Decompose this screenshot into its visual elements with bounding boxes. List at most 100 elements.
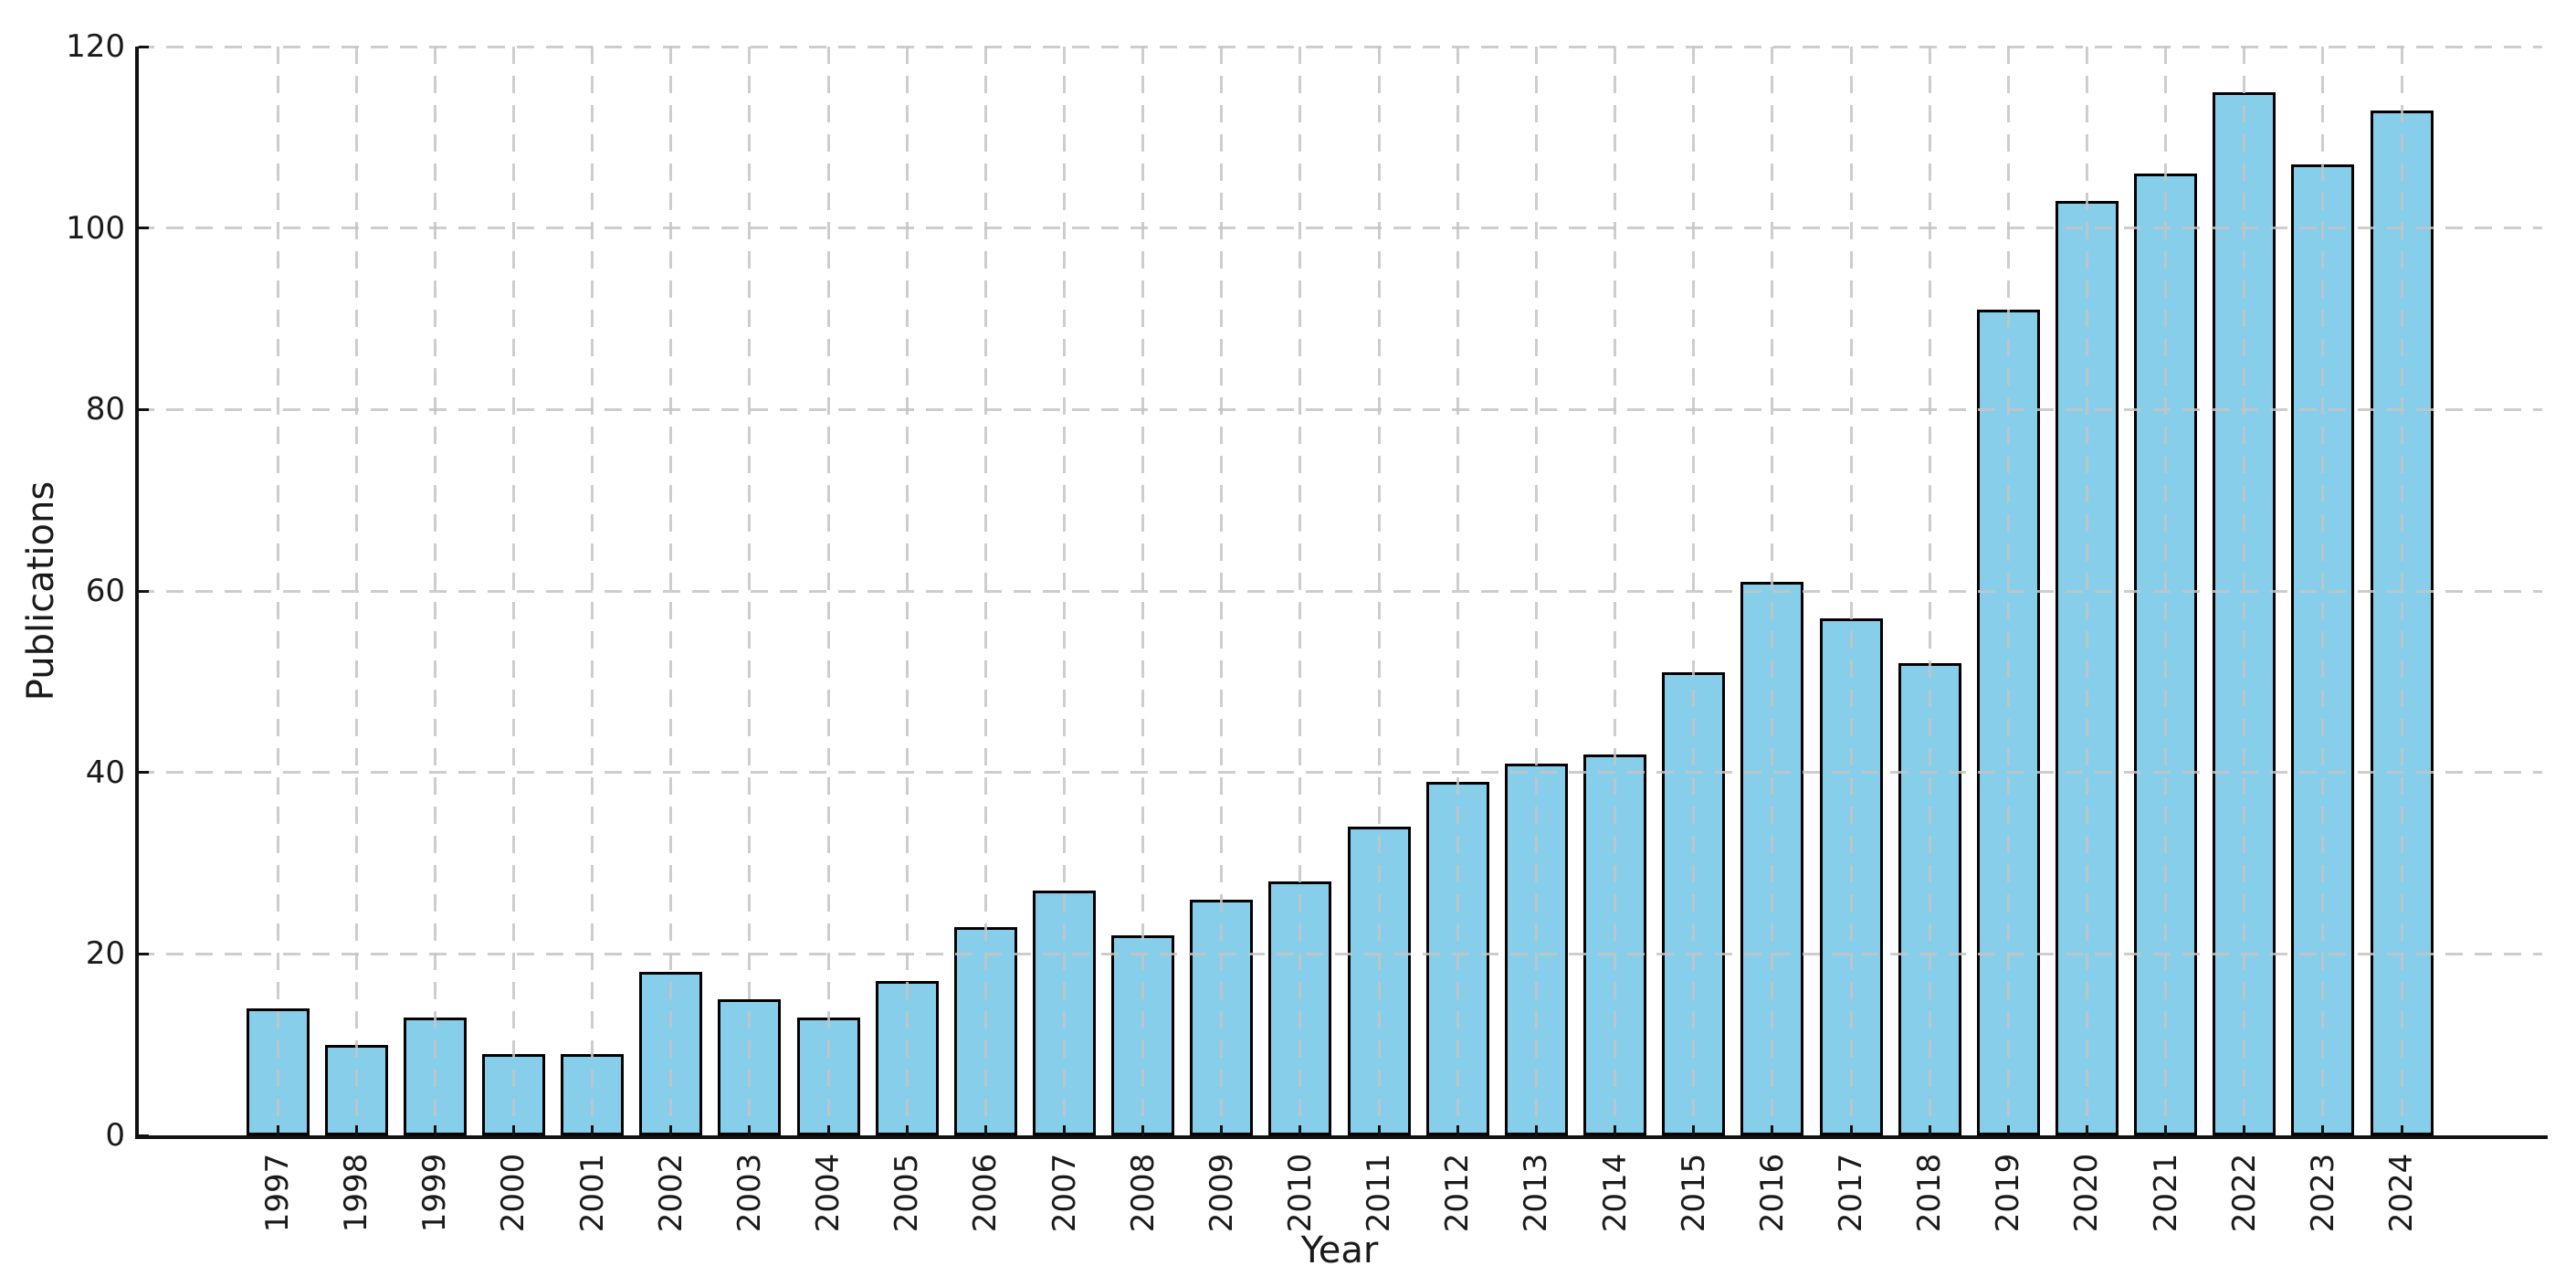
x-tick-2017 xyxy=(1849,1125,1853,1135)
gridline-y-40 xyxy=(137,771,2542,775)
x-tick-1998 xyxy=(354,1125,358,1135)
x-tick-label-2004: 2004 xyxy=(810,1153,847,1233)
y-tick-80 xyxy=(138,407,149,411)
x-tick-label-2023: 2023 xyxy=(2304,1153,2341,1233)
x-tick-2012 xyxy=(1456,1125,1459,1135)
y-tick-label-100: 100 xyxy=(66,209,125,247)
y-tick-label-80: 80 xyxy=(85,391,125,428)
y-tick-60 xyxy=(138,589,149,593)
x-tick-2006 xyxy=(983,1125,987,1135)
y-tick-40 xyxy=(138,771,149,775)
gridline-x-2016 xyxy=(1771,47,1774,1135)
x-tick-label-2021: 2021 xyxy=(2147,1153,2184,1233)
x-tick-label-2006: 2006 xyxy=(967,1153,1004,1233)
gridline-x-2002 xyxy=(669,47,673,1135)
x-tick-1997 xyxy=(276,1125,279,1135)
gridline-x-2008 xyxy=(1141,47,1145,1135)
x-tick-2002 xyxy=(669,1125,673,1135)
gridline-x-2015 xyxy=(1692,47,1696,1135)
y-tick-label-40: 40 xyxy=(85,754,125,791)
gridline-x-2003 xyxy=(748,47,752,1135)
x-tick-2021 xyxy=(2164,1125,2168,1135)
gridline-x-2021 xyxy=(2164,47,2168,1135)
gridline-x-2001 xyxy=(591,47,594,1135)
gridline-x-2007 xyxy=(1063,47,1066,1135)
gridline-x-2011 xyxy=(1377,47,1381,1135)
x-tick-2011 xyxy=(1377,1125,1381,1135)
y-tick-100 xyxy=(138,227,149,230)
y-tick-label-0: 0 xyxy=(105,1117,125,1154)
x-tick-2004 xyxy=(826,1125,830,1135)
x-tick-2018 xyxy=(1928,1125,1931,1135)
x-tick-label-2018: 2018 xyxy=(1911,1153,1949,1233)
x-tick-2008 xyxy=(1141,1125,1145,1135)
x-tick-label-2024: 2024 xyxy=(2383,1153,2421,1233)
gridline-x-2022 xyxy=(2243,47,2246,1135)
x-tick-2023 xyxy=(2321,1125,2325,1135)
gridline-x-2004 xyxy=(826,47,830,1135)
y-axis-label: Publications xyxy=(20,480,62,702)
x-tick-label-2001: 2001 xyxy=(573,1153,611,1233)
gridline-x-2009 xyxy=(1220,47,1224,1135)
gridline-y-20 xyxy=(137,952,2542,955)
x-tick-label-2014: 2014 xyxy=(1596,1153,1634,1233)
y-tick-label-20: 20 xyxy=(85,935,125,973)
x-tick-label-1998: 1998 xyxy=(338,1153,375,1233)
x-tick-2003 xyxy=(748,1125,752,1135)
x-tick-2014 xyxy=(1614,1125,1617,1135)
y-tick-20 xyxy=(138,952,149,955)
gridline-x-2010 xyxy=(1299,47,1302,1135)
gridline-x-1999 xyxy=(433,47,436,1135)
y-tick-label-120: 120 xyxy=(66,28,125,65)
x-tick-2016 xyxy=(1771,1125,1774,1135)
x-tick-2000 xyxy=(511,1125,515,1135)
gridline-x-2013 xyxy=(1534,47,1538,1135)
x-axis-label: Year xyxy=(1300,1229,1379,1271)
x-tick-label-2019: 2019 xyxy=(1990,1153,2027,1233)
gridline-x-1998 xyxy=(354,47,358,1135)
x-tick-label-1997: 1997 xyxy=(259,1153,296,1233)
x-tick-label-2003: 2003 xyxy=(731,1153,768,1233)
gridline-y-100 xyxy=(137,227,2542,230)
x-tick-2001 xyxy=(591,1125,594,1135)
gridline-x-2006 xyxy=(983,47,987,1135)
y-tick-120 xyxy=(138,45,149,48)
x-tick-2013 xyxy=(1534,1125,1538,1135)
gridline-x-2014 xyxy=(1614,47,1617,1135)
gridline-x-2019 xyxy=(2006,47,2010,1135)
x-tick-2019 xyxy=(2006,1125,2010,1135)
x-tick-label-2002: 2002 xyxy=(652,1153,689,1233)
y-tick-0 xyxy=(138,1134,149,1137)
x-tick-label-2017: 2017 xyxy=(1833,1153,1869,1233)
x-tick-2007 xyxy=(1063,1125,1066,1135)
gridline-x-2018 xyxy=(1928,47,1931,1135)
x-tick-2024 xyxy=(2400,1125,2403,1135)
x-axis-spine xyxy=(135,1135,2549,1139)
x-tick-2015 xyxy=(1692,1125,1696,1135)
gridline-x-2017 xyxy=(1849,47,1853,1135)
x-tick-label-2022: 2022 xyxy=(2225,1153,2263,1233)
x-tick-label-2000: 2000 xyxy=(495,1153,532,1233)
y-tick-label-60: 60 xyxy=(85,573,125,609)
gridline-x-1997 xyxy=(276,47,279,1135)
x-tick-2022 xyxy=(2243,1125,2246,1135)
gridline-x-2005 xyxy=(905,47,909,1135)
x-tick-2005 xyxy=(905,1125,909,1135)
x-tick-2009 xyxy=(1220,1125,1224,1135)
gridline-y-60 xyxy=(137,589,2542,593)
x-tick-2010 xyxy=(1299,1125,1302,1135)
gridline-x-2000 xyxy=(511,47,515,1135)
x-tick-label-1999: 1999 xyxy=(416,1153,454,1233)
gridline-y-80 xyxy=(137,407,2542,411)
x-tick-label-2016: 2016 xyxy=(1753,1153,1791,1233)
gridline-x-2024 xyxy=(2400,47,2403,1135)
x-tick-label-2005: 2005 xyxy=(888,1153,926,1233)
x-tick-label-2007: 2007 xyxy=(1046,1153,1083,1233)
y-axis-spine xyxy=(135,47,139,1139)
x-tick-1999 xyxy=(433,1125,436,1135)
gridline-y-120 xyxy=(137,45,2542,48)
x-tick-label-2015: 2015 xyxy=(1675,1153,1712,1233)
gridline-x-2023 xyxy=(2321,47,2325,1135)
gridline-x-2020 xyxy=(2085,47,2088,1135)
